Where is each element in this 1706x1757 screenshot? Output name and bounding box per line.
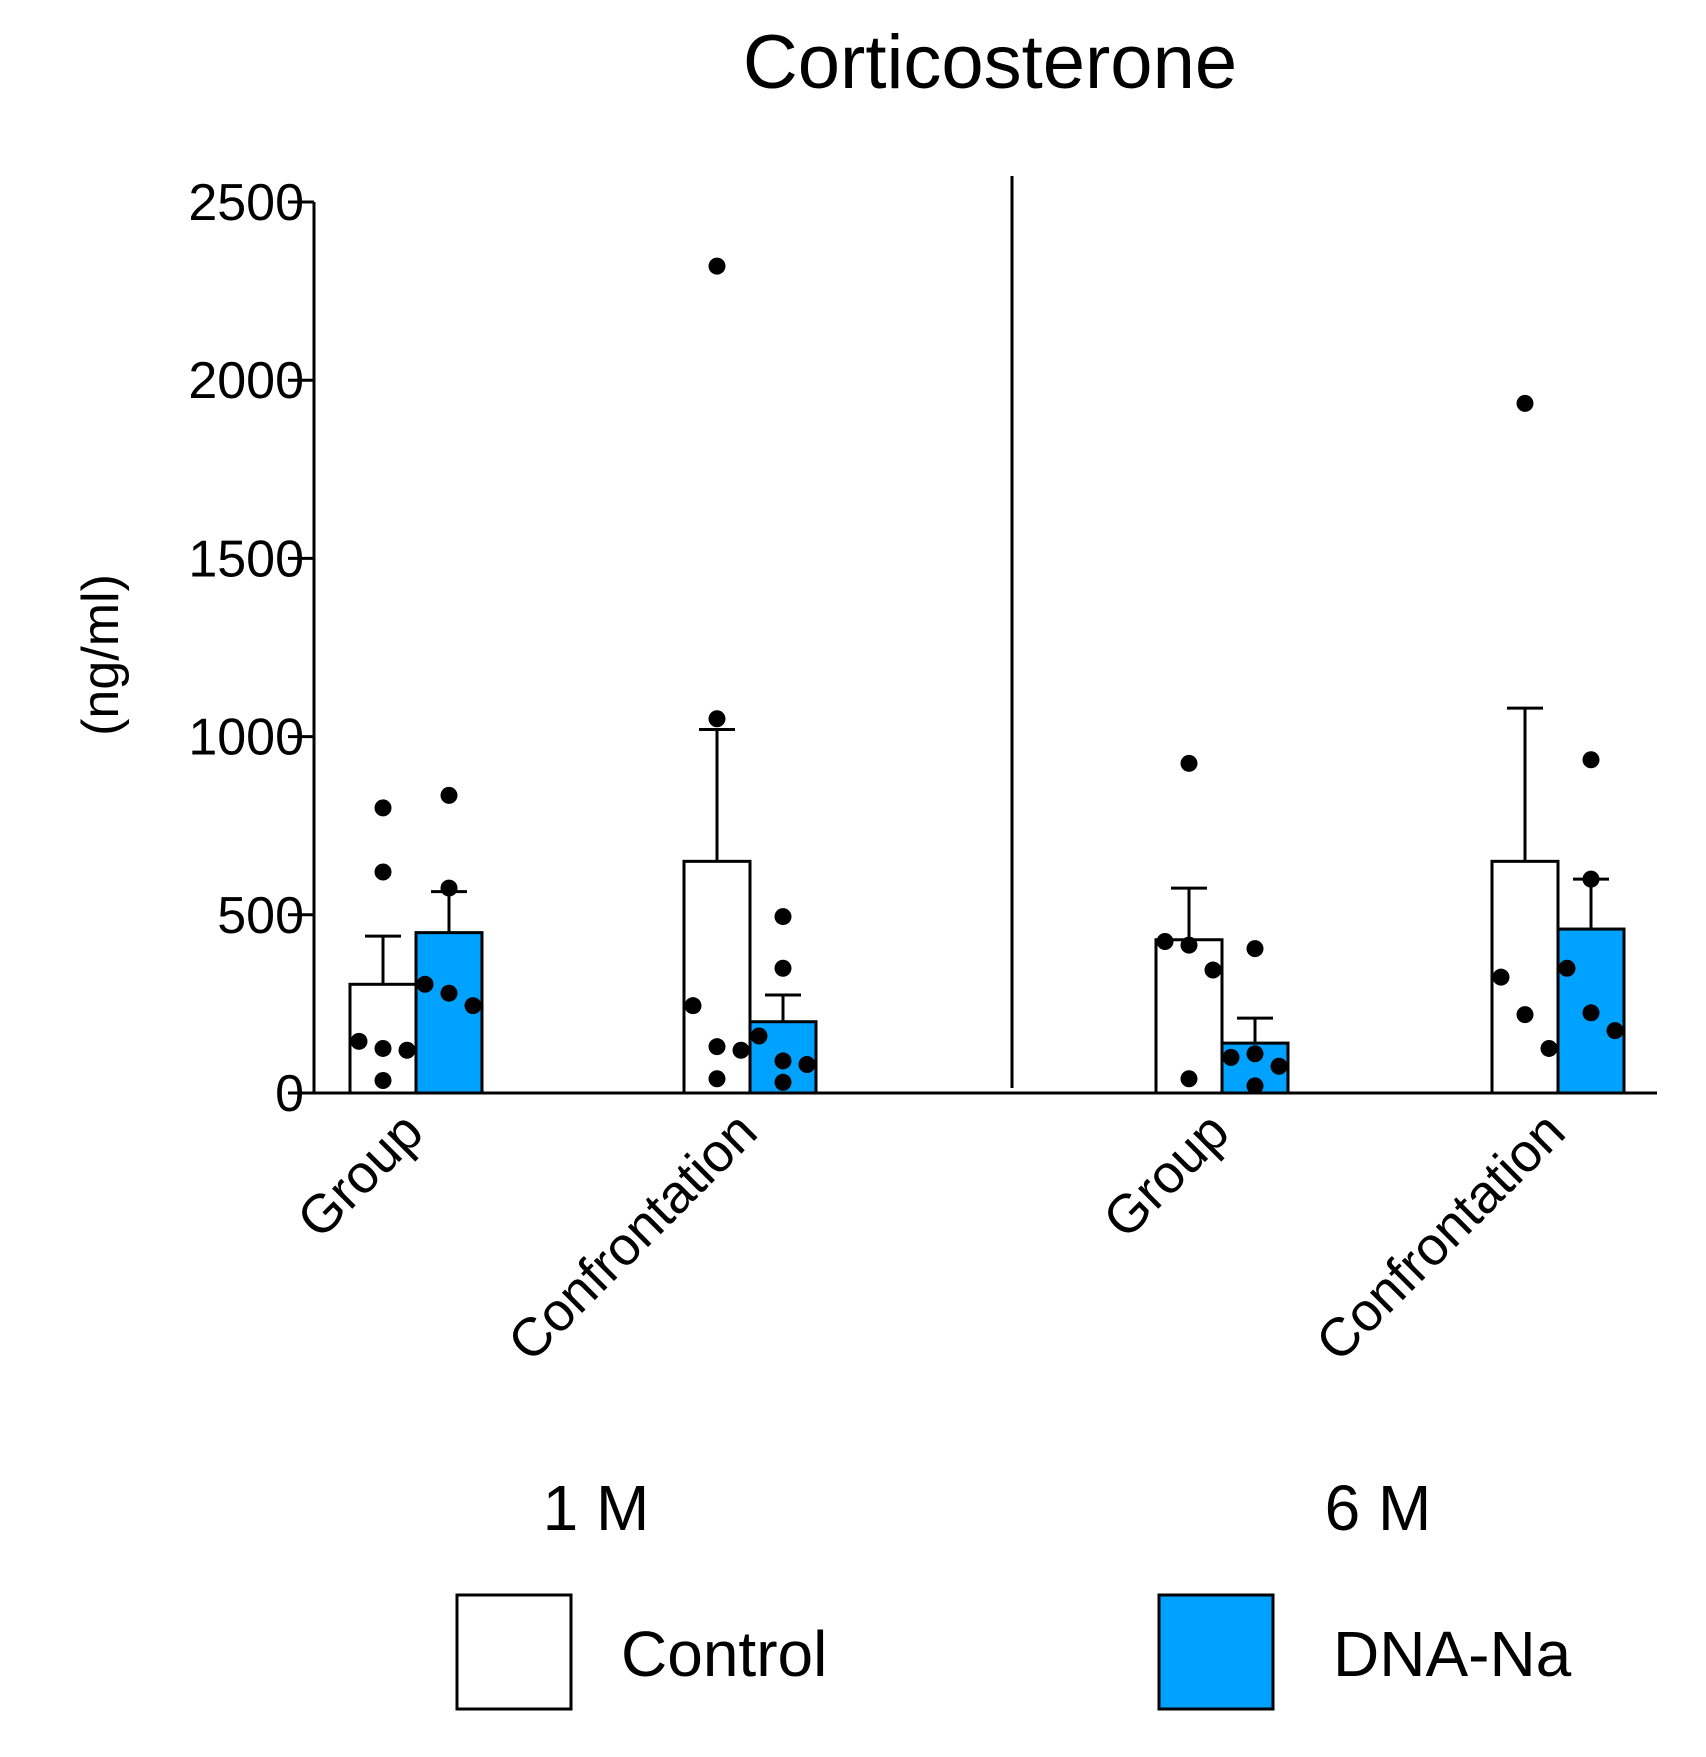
data-point (1270, 1057, 1288, 1075)
data-point (774, 959, 792, 977)
data-point (1492, 968, 1510, 986)
data-point (416, 975, 434, 993)
y-axis-label-group: (ng/ml) (72, 574, 130, 736)
panel-label: 1 M (543, 1472, 650, 1544)
x-tick-label: Group (286, 1101, 435, 1250)
bars (348, 859, 1626, 1095)
data-point (440, 786, 458, 804)
legend-label: DNA-Na (1333, 1618, 1572, 1690)
data-point (750, 1027, 768, 1045)
data-point (1246, 1077, 1264, 1095)
data-point (1606, 1022, 1624, 1040)
data-point (374, 799, 392, 817)
legend-label: Control (621, 1618, 827, 1690)
data-point (1204, 961, 1222, 979)
data-point (798, 1055, 816, 1073)
data-point (1540, 1039, 1558, 1057)
data-point (1516, 394, 1534, 412)
data-point (708, 1070, 726, 1088)
error-bars (365, 706, 1609, 1044)
data-point (1222, 1048, 1240, 1066)
data-point (1180, 936, 1198, 954)
data-point (440, 879, 458, 897)
data-point (1516, 1006, 1534, 1024)
data-point (1180, 1070, 1198, 1088)
x-tick-label-group: Group (1092, 1101, 1241, 1250)
x-tick-label-group: Confrontation (1305, 1101, 1577, 1373)
data-point (1582, 751, 1600, 769)
chart-title: Corticosterone (743, 20, 1237, 105)
x-tick-label: Group (1092, 1101, 1241, 1250)
data-point (398, 1041, 416, 1059)
data-point (774, 1073, 792, 1091)
x-tick-label-group: Group (286, 1101, 435, 1250)
panel-labels: 1 M 6 M (543, 1472, 1432, 1544)
data-points (350, 257, 1624, 1095)
x-tick-label: Confrontation (497, 1101, 769, 1373)
data-point (1558, 959, 1576, 977)
panel-label: 6 M (1325, 1472, 1432, 1544)
data-point (708, 257, 726, 275)
data-point (350, 1032, 368, 1050)
y-tick-label: 1500 (188, 530, 304, 588)
legend-swatch (455, 1593, 573, 1711)
legend-swatch (1157, 1593, 1275, 1711)
y-axis-label: (ng/ml) (72, 574, 130, 736)
data-point (1180, 754, 1198, 772)
data-point (1582, 1004, 1600, 1022)
y-tick-label: 1000 (188, 709, 304, 767)
legend: Control DNA-Na (455, 1593, 1572, 1711)
data-point (1156, 933, 1174, 951)
axes: 0 500 1000 1500 2000 2500 (188, 174, 1657, 1123)
data-point (708, 710, 726, 728)
data-point (464, 997, 482, 1015)
data-point (774, 908, 792, 926)
y-tick-label: 500 (217, 887, 304, 945)
x-tick-label: Confrontation (1305, 1101, 1577, 1373)
data-point (684, 997, 702, 1015)
data-point (708, 1038, 726, 1056)
data-point (1246, 1045, 1264, 1063)
data-point (1582, 870, 1600, 888)
y-tick-label: 2500 (188, 174, 304, 232)
y-tick-label: 2000 (188, 352, 304, 410)
data-point (732, 1041, 750, 1059)
data-point (374, 1039, 392, 1057)
data-point (1246, 940, 1264, 958)
x-tick-labels: Group Confrontation Group Confrontation (286, 1101, 1577, 1373)
data-point (374, 1072, 392, 1090)
y-tick-label: 0 (275, 1065, 304, 1123)
data-point (440, 984, 458, 1002)
data-point (374, 863, 392, 881)
x-tick-label-group: Confrontation (497, 1101, 769, 1373)
data-point (774, 1052, 792, 1070)
